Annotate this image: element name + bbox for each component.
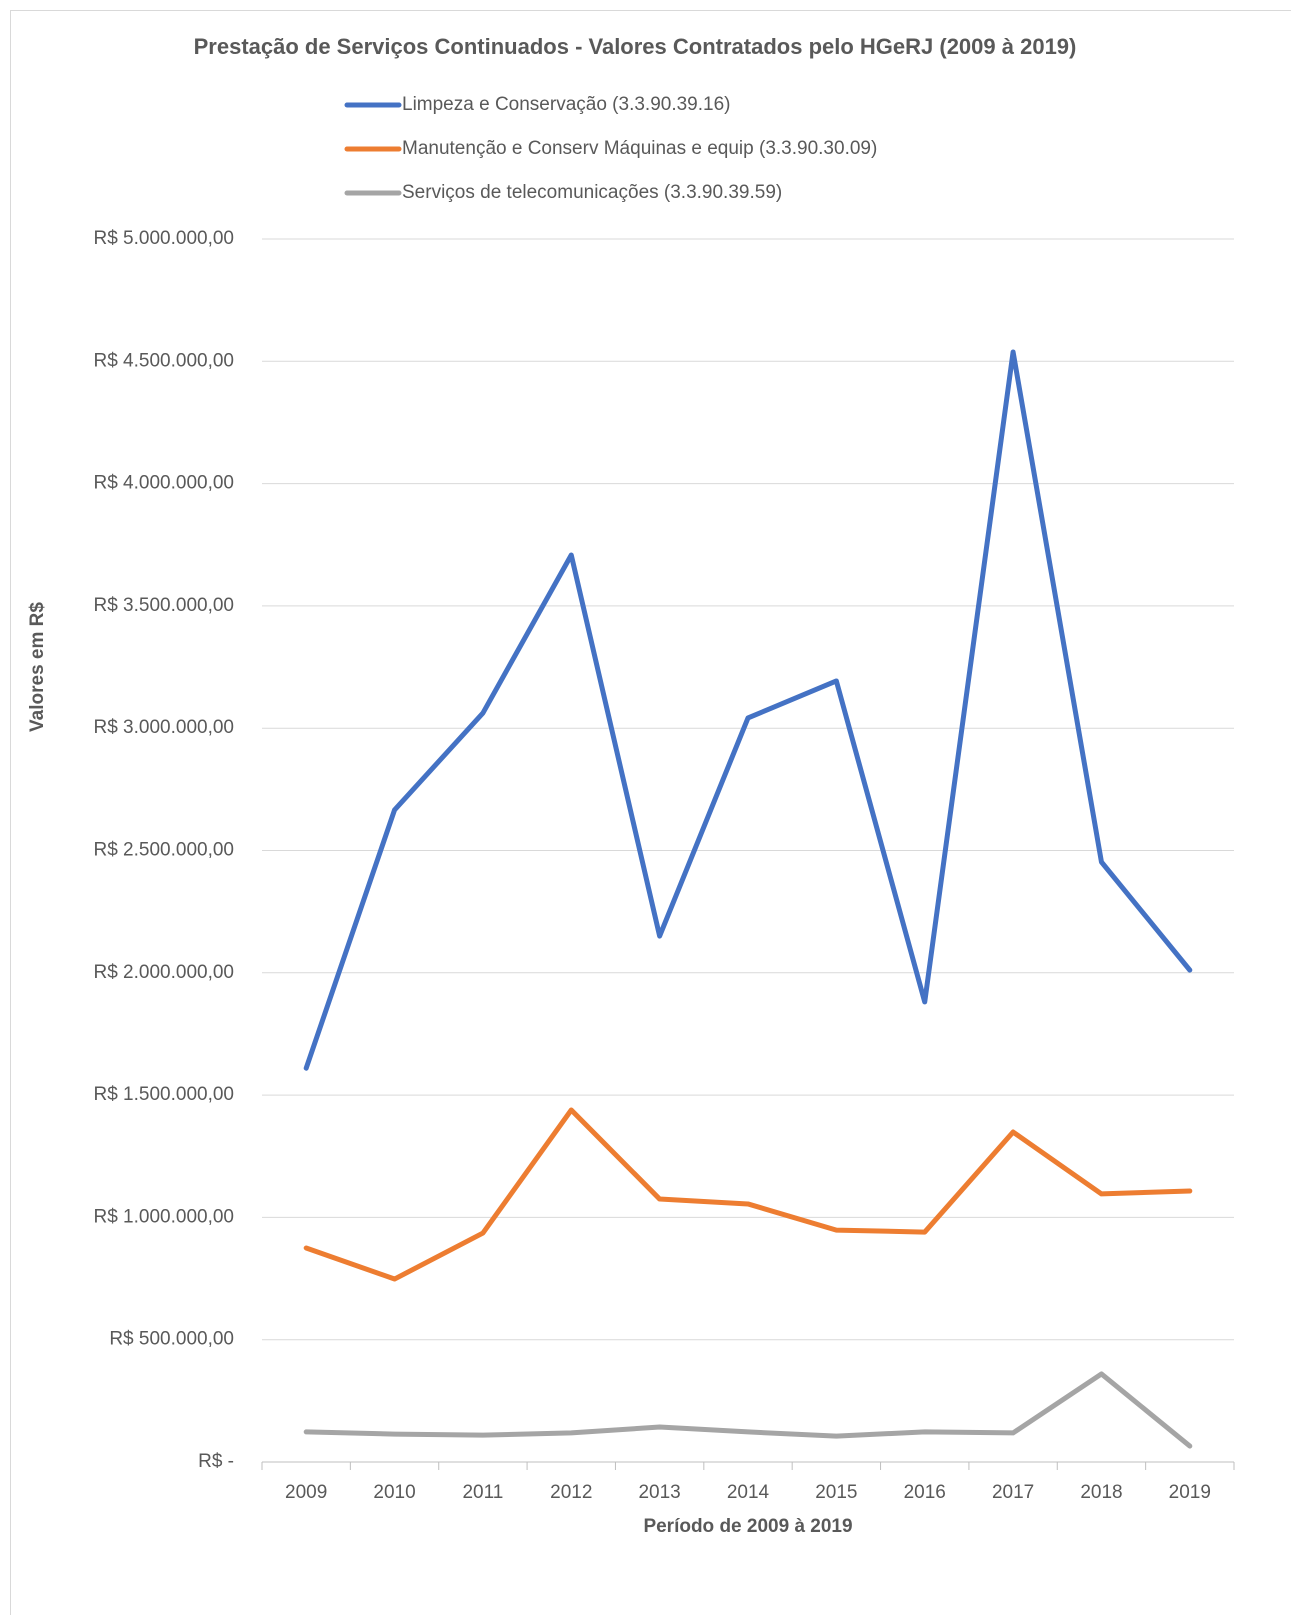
y-tick-label: R$ 500.000,00 [109, 1329, 234, 1350]
x-tick-label: 2014 [727, 1482, 770, 1503]
x-tick-label: 2017 [992, 1482, 1034, 1503]
x-tick-label: 2009 [285, 1482, 327, 1503]
x-tick-label: 2015 [815, 1482, 857, 1503]
x-tick-label: 2012 [550, 1482, 592, 1503]
y-tick-label: R$ 2.500.000,00 [93, 840, 234, 861]
y-tick-label: R$ 2.000.000,00 [93, 962, 234, 983]
legend-label: Limpeza e Conservação (3.3.90.39.16) [402, 94, 730, 115]
x-tick-label: 2010 [373, 1482, 415, 1503]
y-tick-label: R$ 1.500.000,00 [93, 1084, 234, 1105]
y-tick-label: R$ - [198, 1451, 234, 1472]
legend-label: Serviços de telecomunicações (3.3.90.39.… [402, 182, 782, 203]
data-line [303, 1371, 1193, 1449]
y-axis-title: Valores em R$ [27, 602, 48, 732]
y-tick-label: R$ 1.000.000,00 [93, 1206, 234, 1227]
y-tick-label: R$ 3.500.000,00 [93, 595, 234, 616]
x-tick-label: 2016 [904, 1482, 946, 1503]
y-tick-label: R$ 4.000.000,00 [93, 473, 234, 494]
x-tick-label: 2013 [638, 1482, 680, 1503]
x-tick-label: 2011 [462, 1482, 503, 1503]
y-tick-label: R$ 4.500.000,00 [93, 350, 234, 371]
chart-border [10, 10, 1291, 1615]
x-axis-title: Período de 2009 à 2019 [643, 1516, 852, 1537]
chart-title: Prestação de Serviços Continuados - Valo… [194, 34, 1077, 59]
data-line [303, 1107, 1193, 1282]
y-tick-label: R$ 5.000.000,00 [93, 228, 234, 249]
y-tick-label: R$ 3.000.000,00 [93, 717, 234, 738]
x-tick-label: 2019 [1169, 1482, 1211, 1503]
legend-label: Manutenção e Conserv Máquinas e equip (3… [402, 138, 877, 159]
data-line [303, 349, 1193, 1071]
x-tick-label: 2018 [1080, 1482, 1122, 1503]
